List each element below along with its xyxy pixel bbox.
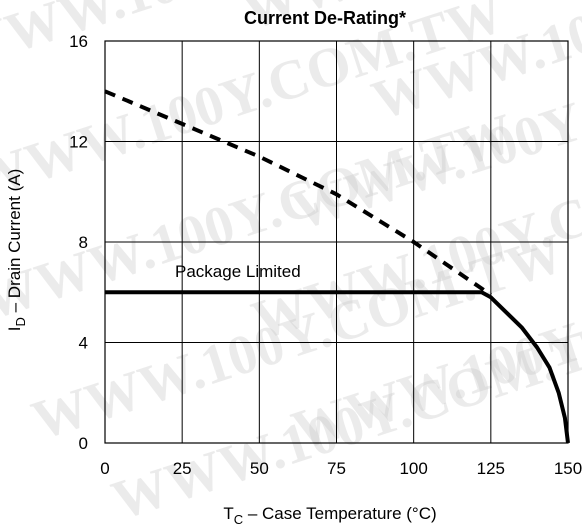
y-tick-label-4: 4: [79, 334, 88, 353]
y-tick-label-8: 8: [79, 233, 88, 252]
x-axis-title-rest: – Case Temperature (°C): [243, 504, 437, 523]
tick-layer: 0 25 50 75 100 125 150 0 4 8 12 16: [69, 32, 582, 478]
y-tick-label-0: 0: [79, 434, 88, 453]
dashed-series-line: [104, 89, 492, 297]
series-layer: [104, 89, 570, 444]
x-tick-label-25: 25: [173, 459, 192, 478]
x-tick-label-0: 0: [100, 459, 109, 478]
y-tick-label-16: 16: [69, 32, 88, 51]
x-tick-label-150: 150: [554, 459, 582, 478]
y-axis-title: ID – Drain Current (A): [5, 169, 28, 331]
y-tick-label-12: 12: [69, 133, 88, 152]
y-axis-title-subscript: D: [13, 317, 28, 326]
y-axis-title-main: I: [5, 326, 24, 331]
x-tick-label-125: 125: [477, 459, 505, 478]
x-tick-label-50: 50: [250, 459, 269, 478]
solid-series-line: [105, 290, 570, 444]
x-axis-title-subscript: C: [234, 512, 243, 527]
package-limited-annotation: Package Limited: [175, 262, 301, 281]
grid-layer: [104, 40, 569, 444]
chart-title: Current De-Rating*: [244, 8, 406, 28]
x-axis-title-main: T: [223, 504, 233, 523]
plot-frame: [104, 40, 569, 444]
y-axis-title-rest: – Drain Current (A): [5, 169, 24, 317]
x-tick-label-100: 100: [399, 459, 427, 478]
x-tick-label-75: 75: [327, 459, 346, 478]
x-axis-title: TC – Case Temperature (°C): [223, 504, 436, 527]
